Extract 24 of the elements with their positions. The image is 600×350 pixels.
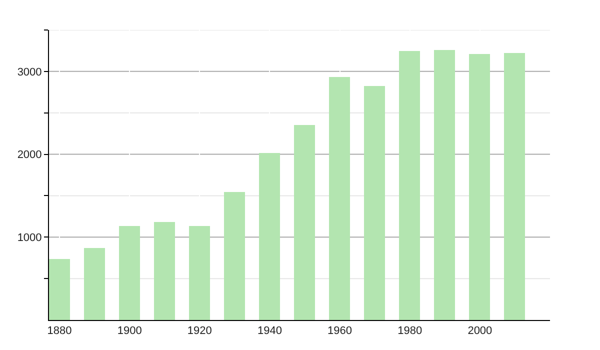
bar — [224, 192, 245, 320]
x-tick-label: 1940 — [257, 325, 282, 338]
x-tick-label: 2000 — [468, 325, 492, 338]
y-tick-label: 3000 — [17, 66, 42, 78]
bar — [469, 54, 490, 320]
bar — [329, 77, 350, 320]
bar — [364, 86, 385, 320]
x-tick-label: 1880 — [47, 325, 72, 338]
bar — [84, 248, 105, 320]
y-tick-label: 1000 — [17, 232, 42, 244]
bar — [259, 153, 280, 320]
x-tick-label: 1920 — [187, 325, 212, 338]
bar — [434, 50, 455, 320]
x-tick-label: 1960 — [328, 325, 352, 338]
y-tick-label: 2000 — [17, 149, 42, 162]
bar — [49, 259, 70, 320]
bar — [119, 226, 140, 320]
bar — [189, 226, 210, 320]
bar — [504, 53, 525, 320]
x-tick-label: 1900 — [117, 325, 142, 338]
bar — [399, 51, 420, 320]
x-tick-label: 1980 — [398, 325, 422, 338]
bar — [154, 222, 175, 320]
bar — [294, 125, 315, 320]
